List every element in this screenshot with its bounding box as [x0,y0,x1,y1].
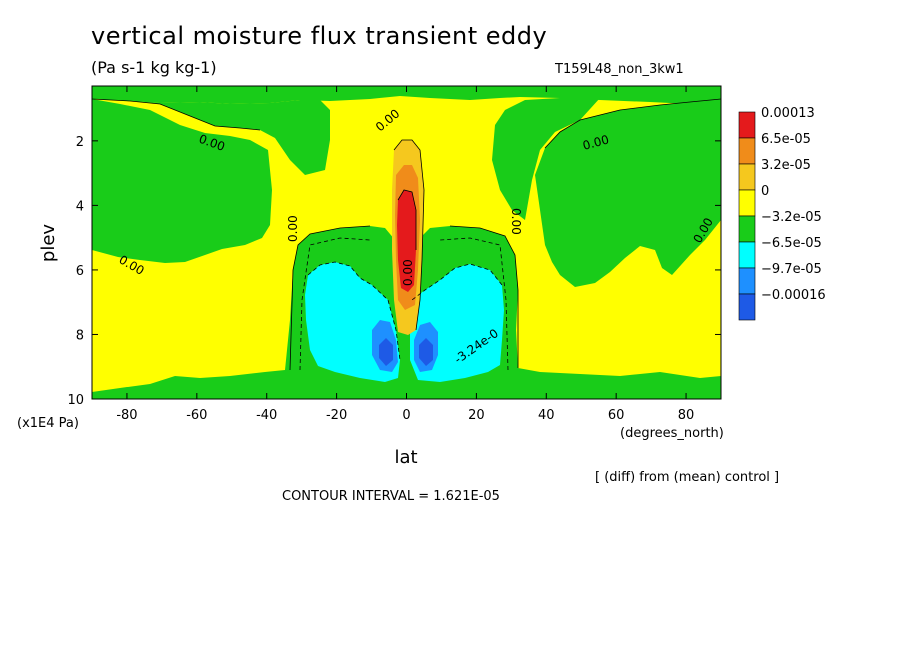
field-green-left [92,99,330,175]
legend-label: 0 [761,184,769,199]
legend-label: 0.00013 [761,106,815,121]
x-tick-label: 60 [608,408,625,423]
legend-swatch [738,163,756,191]
x-tick-label: 0 [402,408,410,423]
legend-swatch [738,267,756,295]
field-darkblue-south [379,338,393,366]
legend-swatch [738,137,756,165]
x-axis: -80 -60 -40 -20 0 20 40 60 80 [116,86,694,423]
x-tick-label: 20 [468,408,485,423]
contour-label: 0.00 [581,132,610,152]
field-top-band [92,86,721,104]
contour-lines-dashed [299,237,509,371]
y-tick-label: 2 [76,135,84,150]
contour-interval-note: CONTOUR INTERVAL = 1.621E-05 [282,489,500,504]
legend-swatch [738,293,756,321]
chart-title: vertical moisture flux transient eddy [91,22,548,50]
legend-label: 6.5e-05 [761,132,811,147]
field-green-right [535,99,721,287]
legend-label: −9.7e-05 [761,262,822,277]
plot-field [92,86,721,399]
run-name: T159L48_non_3kw1 [555,62,684,77]
y-tick-label: 10 [67,393,84,408]
field-green-left-main [92,99,272,263]
legend-label: −6.5e-05 [761,236,822,251]
field-red-column [397,190,416,292]
color-legend: 0.00013 6.5e-05 3.2e-05 0 −3.2e-05 −6.5e-05 −9… [738,106,826,321]
x-axis-title: lat [394,447,417,468]
y-tick-label: 4 [76,199,84,214]
legend-swatch [738,111,756,139]
x-tick-label: -80 [116,408,137,423]
contour-label: 0.00 [401,259,415,286]
field-darkblue-north [419,338,433,366]
y-axis-title: plev [38,224,59,263]
x-axis-units: (degrees_north) [620,426,724,441]
x-tick-label: 40 [538,408,555,423]
y-tick-label: 8 [76,328,84,343]
contour-label: 0.00 [509,208,523,235]
y-axis: 2 4 6 8 10 [67,135,721,408]
x-tick-label: -60 [186,408,207,423]
legend-swatch [738,215,756,243]
legend-label: −3.2e-05 [761,210,822,225]
x-tick-label: -20 [326,408,347,423]
legend-label: −0.00016 [761,288,826,303]
legend-swatch [738,241,756,269]
chart-units: (Pa s-1 kg kg-1) [91,58,217,77]
contour-label: 0.00 [286,215,300,242]
y-axis-units: (x1E4 Pa) [17,416,79,431]
legend-label: 3.2e-05 [761,158,811,173]
field-green-right-upper [492,98,600,220]
contour-lines [92,98,721,371]
x-tick-label: 80 [678,408,695,423]
legend-swatch [738,189,756,217]
x-tick-label: -40 [256,408,277,423]
y-tick-label: 6 [76,264,84,279]
diff-note: [ (diff) from (mean) control ] [595,470,780,485]
